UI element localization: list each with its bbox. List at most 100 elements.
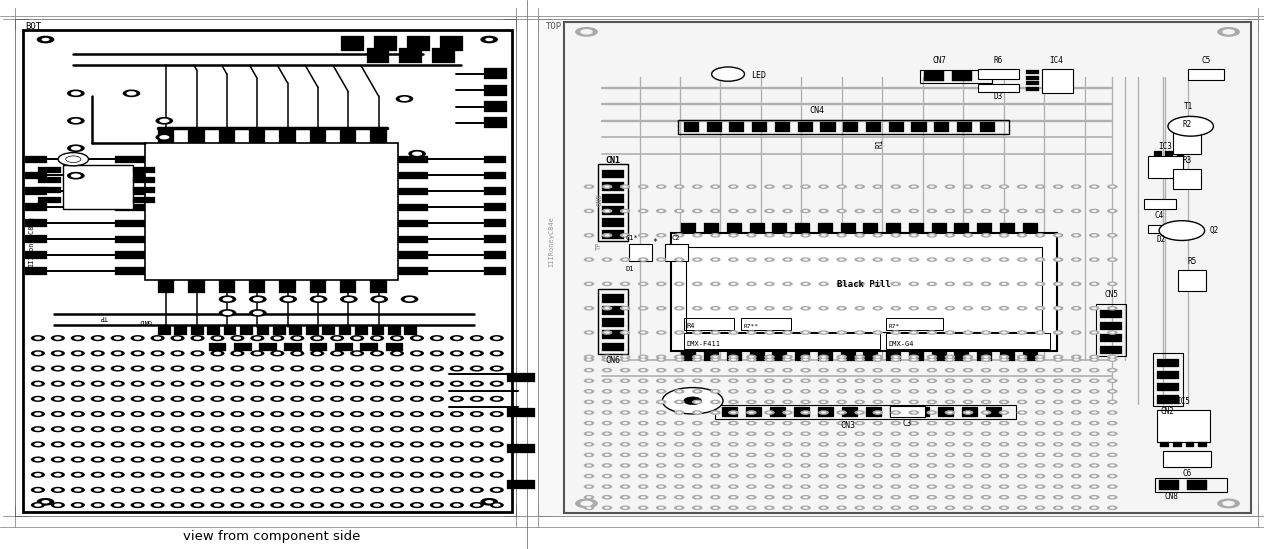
- Circle shape: [748, 186, 753, 188]
- Bar: [507, 444, 535, 453]
- Circle shape: [623, 411, 628, 413]
- Circle shape: [911, 307, 916, 309]
- Circle shape: [1073, 475, 1078, 477]
- Bar: [772, 223, 787, 233]
- Circle shape: [1073, 380, 1078, 382]
- Circle shape: [1020, 496, 1025, 498]
- Circle shape: [746, 233, 757, 238]
- Circle shape: [193, 367, 201, 370]
- Circle shape: [1001, 485, 1006, 488]
- Circle shape: [894, 485, 899, 488]
- Circle shape: [909, 257, 919, 262]
- Circle shape: [1071, 282, 1082, 286]
- Bar: [484, 85, 507, 96]
- Text: CN4: CN4: [809, 107, 824, 115]
- Circle shape: [872, 495, 884, 500]
- Circle shape: [1001, 332, 1006, 334]
- Circle shape: [1020, 507, 1025, 509]
- Circle shape: [728, 410, 738, 415]
- Circle shape: [393, 442, 401, 446]
- Circle shape: [623, 485, 628, 488]
- Circle shape: [872, 378, 884, 383]
- Circle shape: [748, 390, 753, 393]
- Circle shape: [1110, 332, 1115, 334]
- Circle shape: [894, 210, 899, 212]
- Circle shape: [641, 332, 646, 334]
- Circle shape: [710, 330, 720, 335]
- Bar: [484, 117, 507, 128]
- Circle shape: [857, 496, 862, 498]
- Circle shape: [150, 441, 164, 447]
- Circle shape: [489, 456, 504, 463]
- Bar: [484, 267, 506, 275]
- Circle shape: [872, 257, 884, 262]
- Circle shape: [1110, 496, 1115, 498]
- Circle shape: [656, 463, 666, 468]
- Circle shape: [894, 401, 899, 403]
- Circle shape: [728, 432, 738, 436]
- Circle shape: [767, 422, 772, 424]
- Circle shape: [350, 396, 364, 402]
- Circle shape: [785, 485, 790, 488]
- Circle shape: [330, 487, 344, 493]
- Circle shape: [584, 233, 594, 238]
- Circle shape: [154, 367, 162, 370]
- Circle shape: [894, 433, 899, 435]
- Circle shape: [270, 487, 284, 493]
- Bar: [741, 318, 791, 330]
- Circle shape: [839, 332, 844, 334]
- Circle shape: [909, 306, 919, 311]
- Bar: [484, 68, 507, 79]
- Circle shape: [728, 184, 738, 189]
- Circle shape: [767, 454, 772, 456]
- Circle shape: [1073, 443, 1078, 445]
- Circle shape: [602, 506, 612, 510]
- Circle shape: [1035, 432, 1045, 436]
- Bar: [399, 48, 422, 63]
- Circle shape: [710, 368, 720, 372]
- Circle shape: [1055, 186, 1060, 188]
- Circle shape: [1055, 358, 1060, 361]
- Circle shape: [909, 233, 919, 238]
- Circle shape: [894, 186, 899, 188]
- Circle shape: [695, 307, 700, 309]
- Circle shape: [1035, 495, 1045, 500]
- Circle shape: [602, 452, 612, 457]
- Circle shape: [91, 426, 105, 432]
- Circle shape: [334, 428, 341, 431]
- Circle shape: [210, 456, 225, 463]
- Circle shape: [370, 472, 384, 478]
- Circle shape: [710, 184, 720, 189]
- Circle shape: [470, 380, 484, 386]
- Bar: [1157, 383, 1179, 391]
- Circle shape: [691, 442, 703, 446]
- Circle shape: [800, 389, 811, 394]
- Circle shape: [839, 390, 844, 393]
- Circle shape: [370, 411, 384, 417]
- Bar: [1177, 151, 1184, 156]
- Circle shape: [963, 442, 973, 446]
- Circle shape: [586, 356, 592, 358]
- Circle shape: [839, 356, 844, 358]
- Text: R6: R6: [994, 57, 1004, 65]
- Bar: [602, 306, 624, 315]
- Circle shape: [114, 367, 121, 370]
- Circle shape: [291, 472, 305, 478]
- Circle shape: [731, 422, 736, 424]
- Circle shape: [1053, 506, 1063, 510]
- Bar: [602, 182, 624, 191]
- Circle shape: [350, 380, 364, 386]
- Circle shape: [273, 337, 281, 340]
- Circle shape: [430, 411, 444, 417]
- Circle shape: [586, 369, 592, 371]
- Circle shape: [748, 443, 753, 445]
- Circle shape: [911, 401, 916, 403]
- Circle shape: [114, 397, 121, 400]
- Circle shape: [691, 330, 703, 335]
- Circle shape: [710, 421, 720, 425]
- Circle shape: [150, 335, 164, 341]
- Circle shape: [785, 380, 790, 382]
- Circle shape: [728, 282, 738, 286]
- Circle shape: [94, 442, 101, 446]
- Circle shape: [453, 488, 460, 491]
